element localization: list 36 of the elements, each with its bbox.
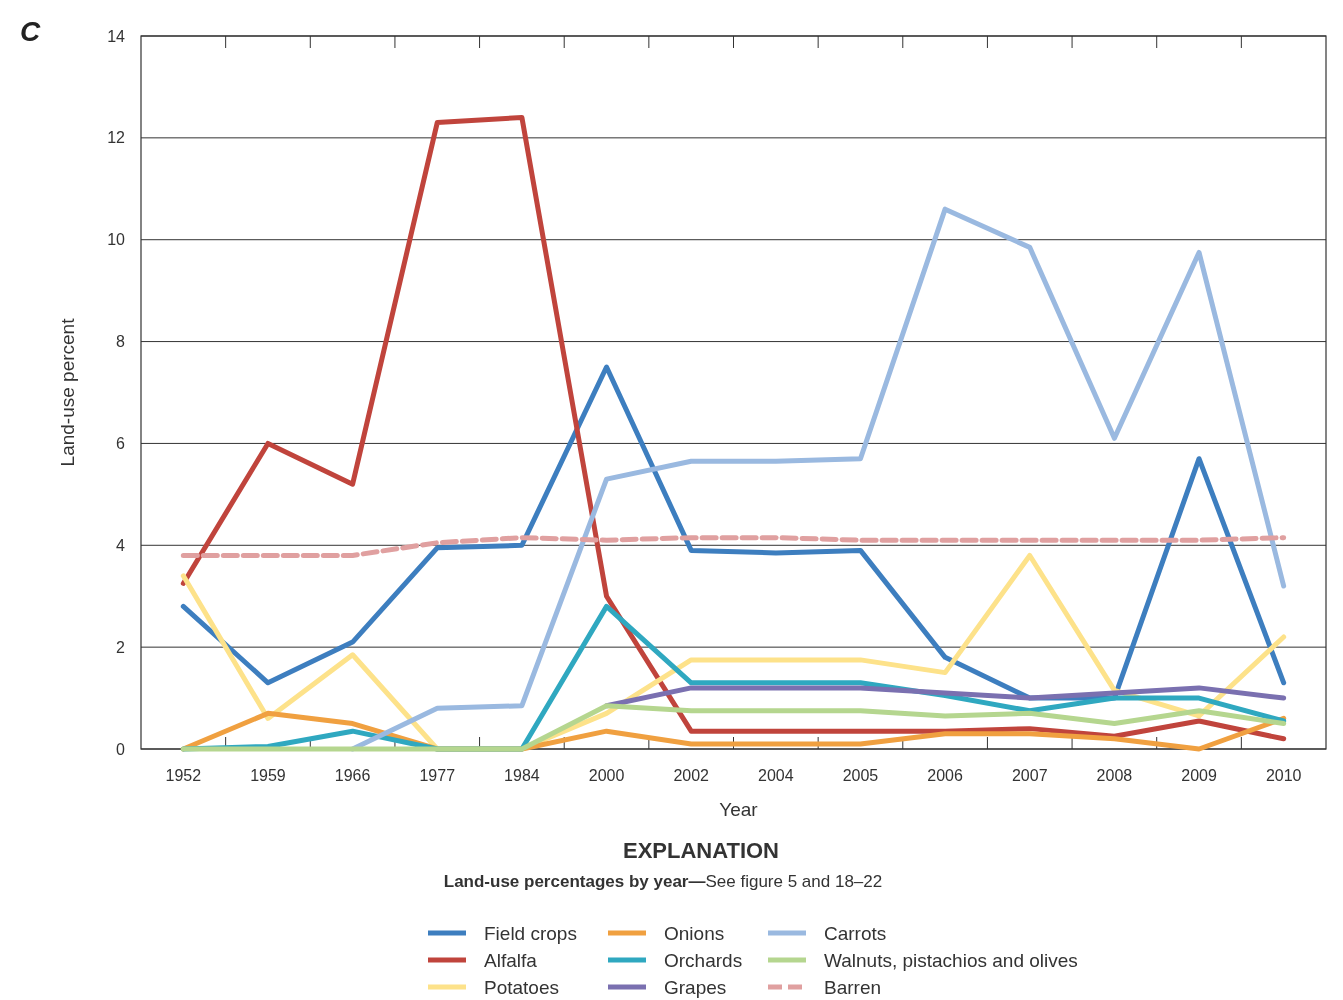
x-tick-label: 2007 bbox=[1011, 767, 1048, 784]
x-tick-label: 2004 bbox=[758, 767, 794, 784]
x-tick-label: 2000 bbox=[588, 767, 625, 784]
x-tick-label: 2009 bbox=[1181, 767, 1217, 784]
legend-label: Carrots bbox=[824, 922, 887, 944]
x-tick-label: 1984 bbox=[504, 767, 540, 784]
y-tick-label: 0 bbox=[116, 740, 126, 758]
legend-label: Grapes bbox=[664, 976, 727, 998]
legend-label: Field crops bbox=[484, 922, 577, 944]
legend-label: Onions bbox=[664, 922, 725, 944]
x-tick-label: 2006 bbox=[927, 767, 964, 784]
x-tick-label: 1959 bbox=[250, 767, 286, 784]
x-tick-label: 2008 bbox=[1096, 767, 1133, 784]
y-tick-label: 10 bbox=[107, 231, 126, 249]
legend-label: Potatoes bbox=[484, 976, 559, 998]
y-tick-label: 12 bbox=[107, 129, 126, 147]
x-axis-title: Year bbox=[719, 799, 759, 820]
y-axis-title: Land-use percent bbox=[57, 317, 78, 467]
y-tick-label: 8 bbox=[116, 333, 126, 351]
y-tick-label: 2 bbox=[116, 638, 126, 656]
x-tick-label: 1977 bbox=[419, 767, 456, 784]
legend-label: Orchards bbox=[664, 949, 743, 971]
x-tick-label: 2005 bbox=[842, 767, 879, 784]
legend-title: EXPLANATION bbox=[622, 838, 780, 863]
text: Land-use percentages by year—See figure 5 and 18–22 bbox=[443, 872, 883, 891]
text: C bbox=[20, 16, 41, 47]
y-tick-label: 14 bbox=[107, 27, 126, 45]
legend-label: Walnuts, pistachios and olives bbox=[824, 949, 1078, 971]
y-tick-label: 4 bbox=[116, 536, 126, 554]
legend-label: Alfalfa bbox=[484, 949, 538, 971]
y-tick-label: 6 bbox=[116, 435, 126, 453]
x-tick-label: 1952 bbox=[165, 767, 202, 784]
x-tick-label: 2002 bbox=[673, 767, 710, 784]
legend-label: Barren bbox=[824, 976, 882, 998]
x-tick-label: 2010 bbox=[1265, 767, 1302, 784]
x-tick-label: 1966 bbox=[334, 767, 371, 784]
